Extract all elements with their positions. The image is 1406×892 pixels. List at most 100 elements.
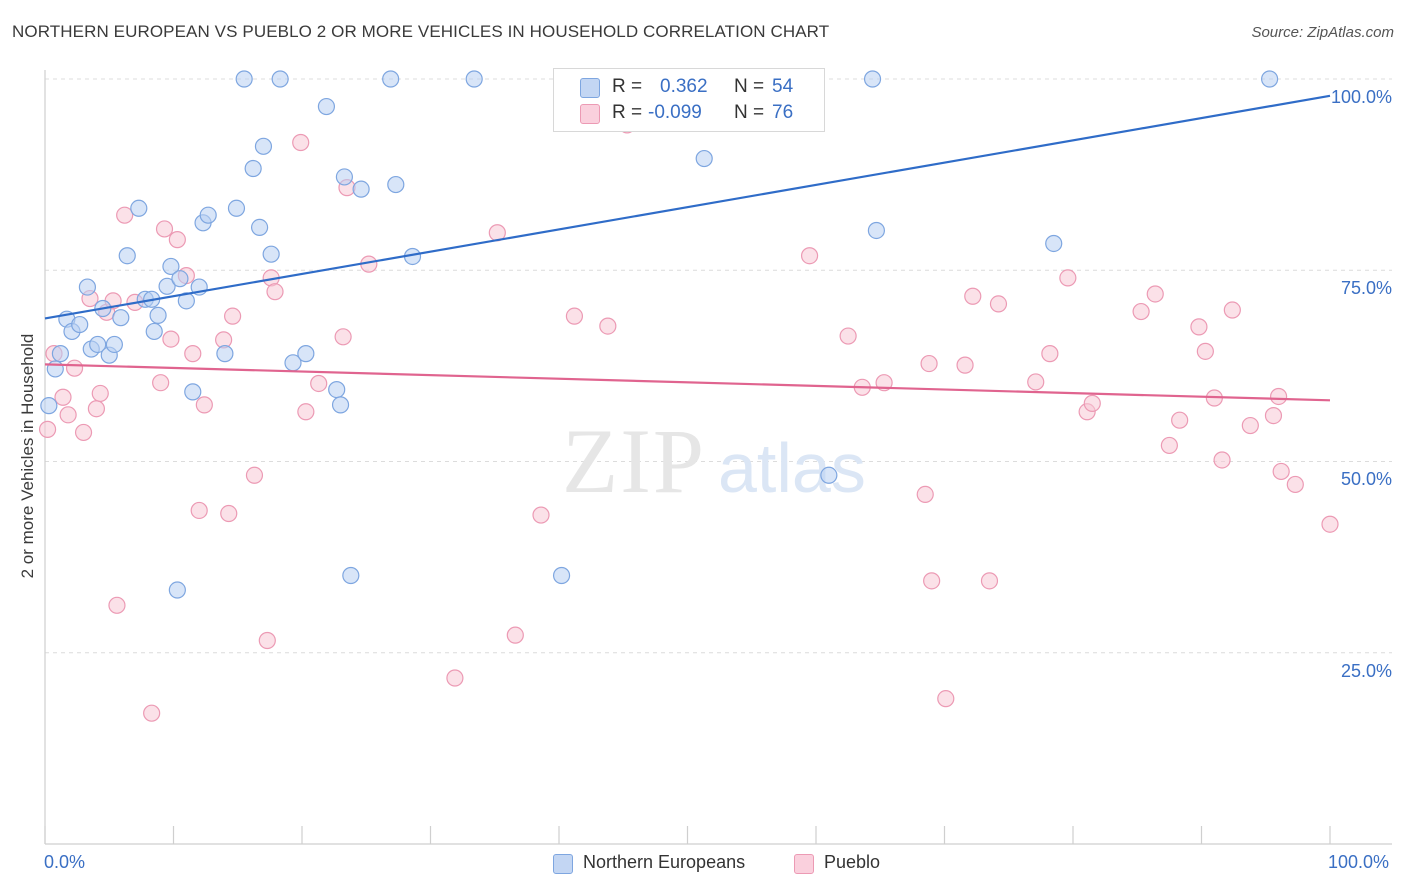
pueblo-point	[1190, 318, 1208, 336]
northern-europeans-point	[130, 199, 148, 217]
pueblo-point	[1196, 342, 1214, 360]
pueblo-point	[1223, 301, 1241, 319]
pueblo-point	[1269, 387, 1288, 406]
northern-europeans-point	[387, 175, 405, 194]
pueblo-point	[65, 359, 84, 377]
pueblo-point	[38, 420, 57, 438]
legend-swatch-pink	[580, 104, 600, 124]
pueblo-point	[162, 330, 180, 348]
y-axis-label: 2 or more Vehicles in Household	[18, 333, 37, 579]
bottom-legend-swatch-blue	[553, 854, 573, 874]
pueblo-point	[989, 295, 1008, 313]
northern-europeans-point	[78, 278, 97, 296]
northern-europeans-point	[171, 270, 189, 288]
pueblo-point	[1027, 373, 1045, 391]
northern-europeans-point	[820, 466, 838, 484]
northern-europeans-point	[1045, 234, 1063, 253]
northern-europeans-point	[184, 383, 202, 401]
pueblo-point	[266, 283, 284, 301]
northern-europeans-point	[1261, 70, 1279, 88]
chart-title: NORTHERN EUROPEAN VS PUEBLO 2 OR MORE VE…	[12, 22, 830, 41]
pueblo-point	[1059, 269, 1077, 287]
pueblo-point	[155, 220, 174, 238]
northern-europeans-point	[552, 566, 571, 585]
northern-europeans-point	[297, 345, 315, 363]
source-label: Source: ZipAtlas.com	[1251, 24, 1394, 41]
northern-europeans-point	[465, 70, 483, 88]
pueblo-point	[1146, 285, 1164, 303]
pueblo-point	[1213, 451, 1231, 469]
northern-europeans-point	[271, 70, 289, 88]
northern-europeans-point	[352, 180, 370, 198]
northern-europeans-point	[168, 581, 186, 599]
trend-lines	[44, 94, 1331, 402]
legend-row-northern-europeans: R = 0.362 N = 54	[554, 74, 824, 102]
pueblo-point	[334, 328, 352, 346]
pueblo-point	[800, 247, 819, 265]
northern-europeans-point	[331, 396, 350, 414]
northern-europeans-point	[244, 159, 262, 178]
northern-europeans-point	[46, 360, 64, 378]
correlation-legend: R = 0.362 N = 54 R = -0.099 N = 76	[553, 68, 825, 132]
legend-n-label: N =	[734, 102, 765, 123]
pueblo-point	[916, 485, 934, 503]
pueblo-point	[143, 704, 161, 722]
pueblo-point	[1286, 475, 1304, 494]
y-tick-label-25: 25.0%	[1340, 661, 1392, 681]
northern-europeans-point	[112, 309, 130, 327]
y-tick-label-50: 50.0%	[1340, 469, 1392, 489]
northern-europeans-points	[40, 70, 1279, 599]
northern-europeans-point	[199, 206, 217, 224]
northern-europeans-point	[863, 70, 882, 88]
bottom-legend-label: Northern Europeans	[583, 852, 746, 872]
northern-europeans-point	[254, 137, 273, 155]
pueblo-point	[565, 307, 584, 325]
northern-europeans-point	[216, 345, 234, 363]
northern-europeans-point	[227, 199, 246, 217]
pueblo-point	[1132, 302, 1150, 321]
pueblo-points	[38, 114, 1339, 722]
pueblo-point	[220, 504, 238, 523]
axes	[44, 70, 1392, 845]
x-tick-label-max: 100.0%	[1328, 852, 1390, 872]
legend-n-value: 54	[772, 76, 794, 97]
pueblo-point	[446, 669, 464, 687]
northern-europeans-point	[235, 70, 253, 88]
pueblo-point	[116, 206, 134, 224]
pueblo-point	[152, 374, 170, 392]
northern-europeans-point	[105, 335, 123, 354]
legend-r-label: R =	[612, 76, 643, 97]
pueblo-point	[1041, 345, 1059, 363]
pueblo-point	[923, 572, 941, 590]
watermark: ZIP atlas	[562, 410, 866, 512]
pueblo-point	[245, 466, 264, 484]
pueblo-point	[532, 506, 550, 524]
northern-europeans-point	[250, 218, 269, 237]
legend-n-value: 76	[772, 102, 794, 123]
legend-r-label: R =	[612, 102, 643, 123]
pueblo-point	[506, 626, 524, 644]
northern-europeans-trend-line	[44, 94, 1331, 320]
pueblo-point	[1160, 436, 1178, 455]
pueblo-point	[74, 423, 93, 442]
northern-europeans-point	[162, 257, 180, 276]
northern-europeans-point	[335, 168, 354, 186]
pueblo-point	[91, 384, 109, 403]
bottom-legend-label: Pueblo	[824, 852, 881, 872]
northern-europeans-point	[262, 245, 280, 263]
pueblo-point	[184, 345, 202, 363]
northern-europeans-point	[71, 315, 89, 334]
pueblo-point	[980, 572, 999, 590]
pueblo-point	[1083, 394, 1101, 412]
northern-europeans-point	[867, 221, 885, 240]
pueblo-trend-line	[44, 363, 1331, 402]
pueblo-point	[54, 388, 72, 406]
legend-r-value: 0.362	[660, 76, 708, 97]
legend-r-value: -0.099	[648, 102, 702, 123]
northern-europeans-point	[89, 335, 107, 354]
pueblo-point	[310, 374, 328, 393]
watermark-zip-text: ZIP	[562, 410, 706, 512]
pueblo-point	[190, 501, 208, 520]
y-tick-label-100: 100.0%	[1330, 87, 1392, 107]
